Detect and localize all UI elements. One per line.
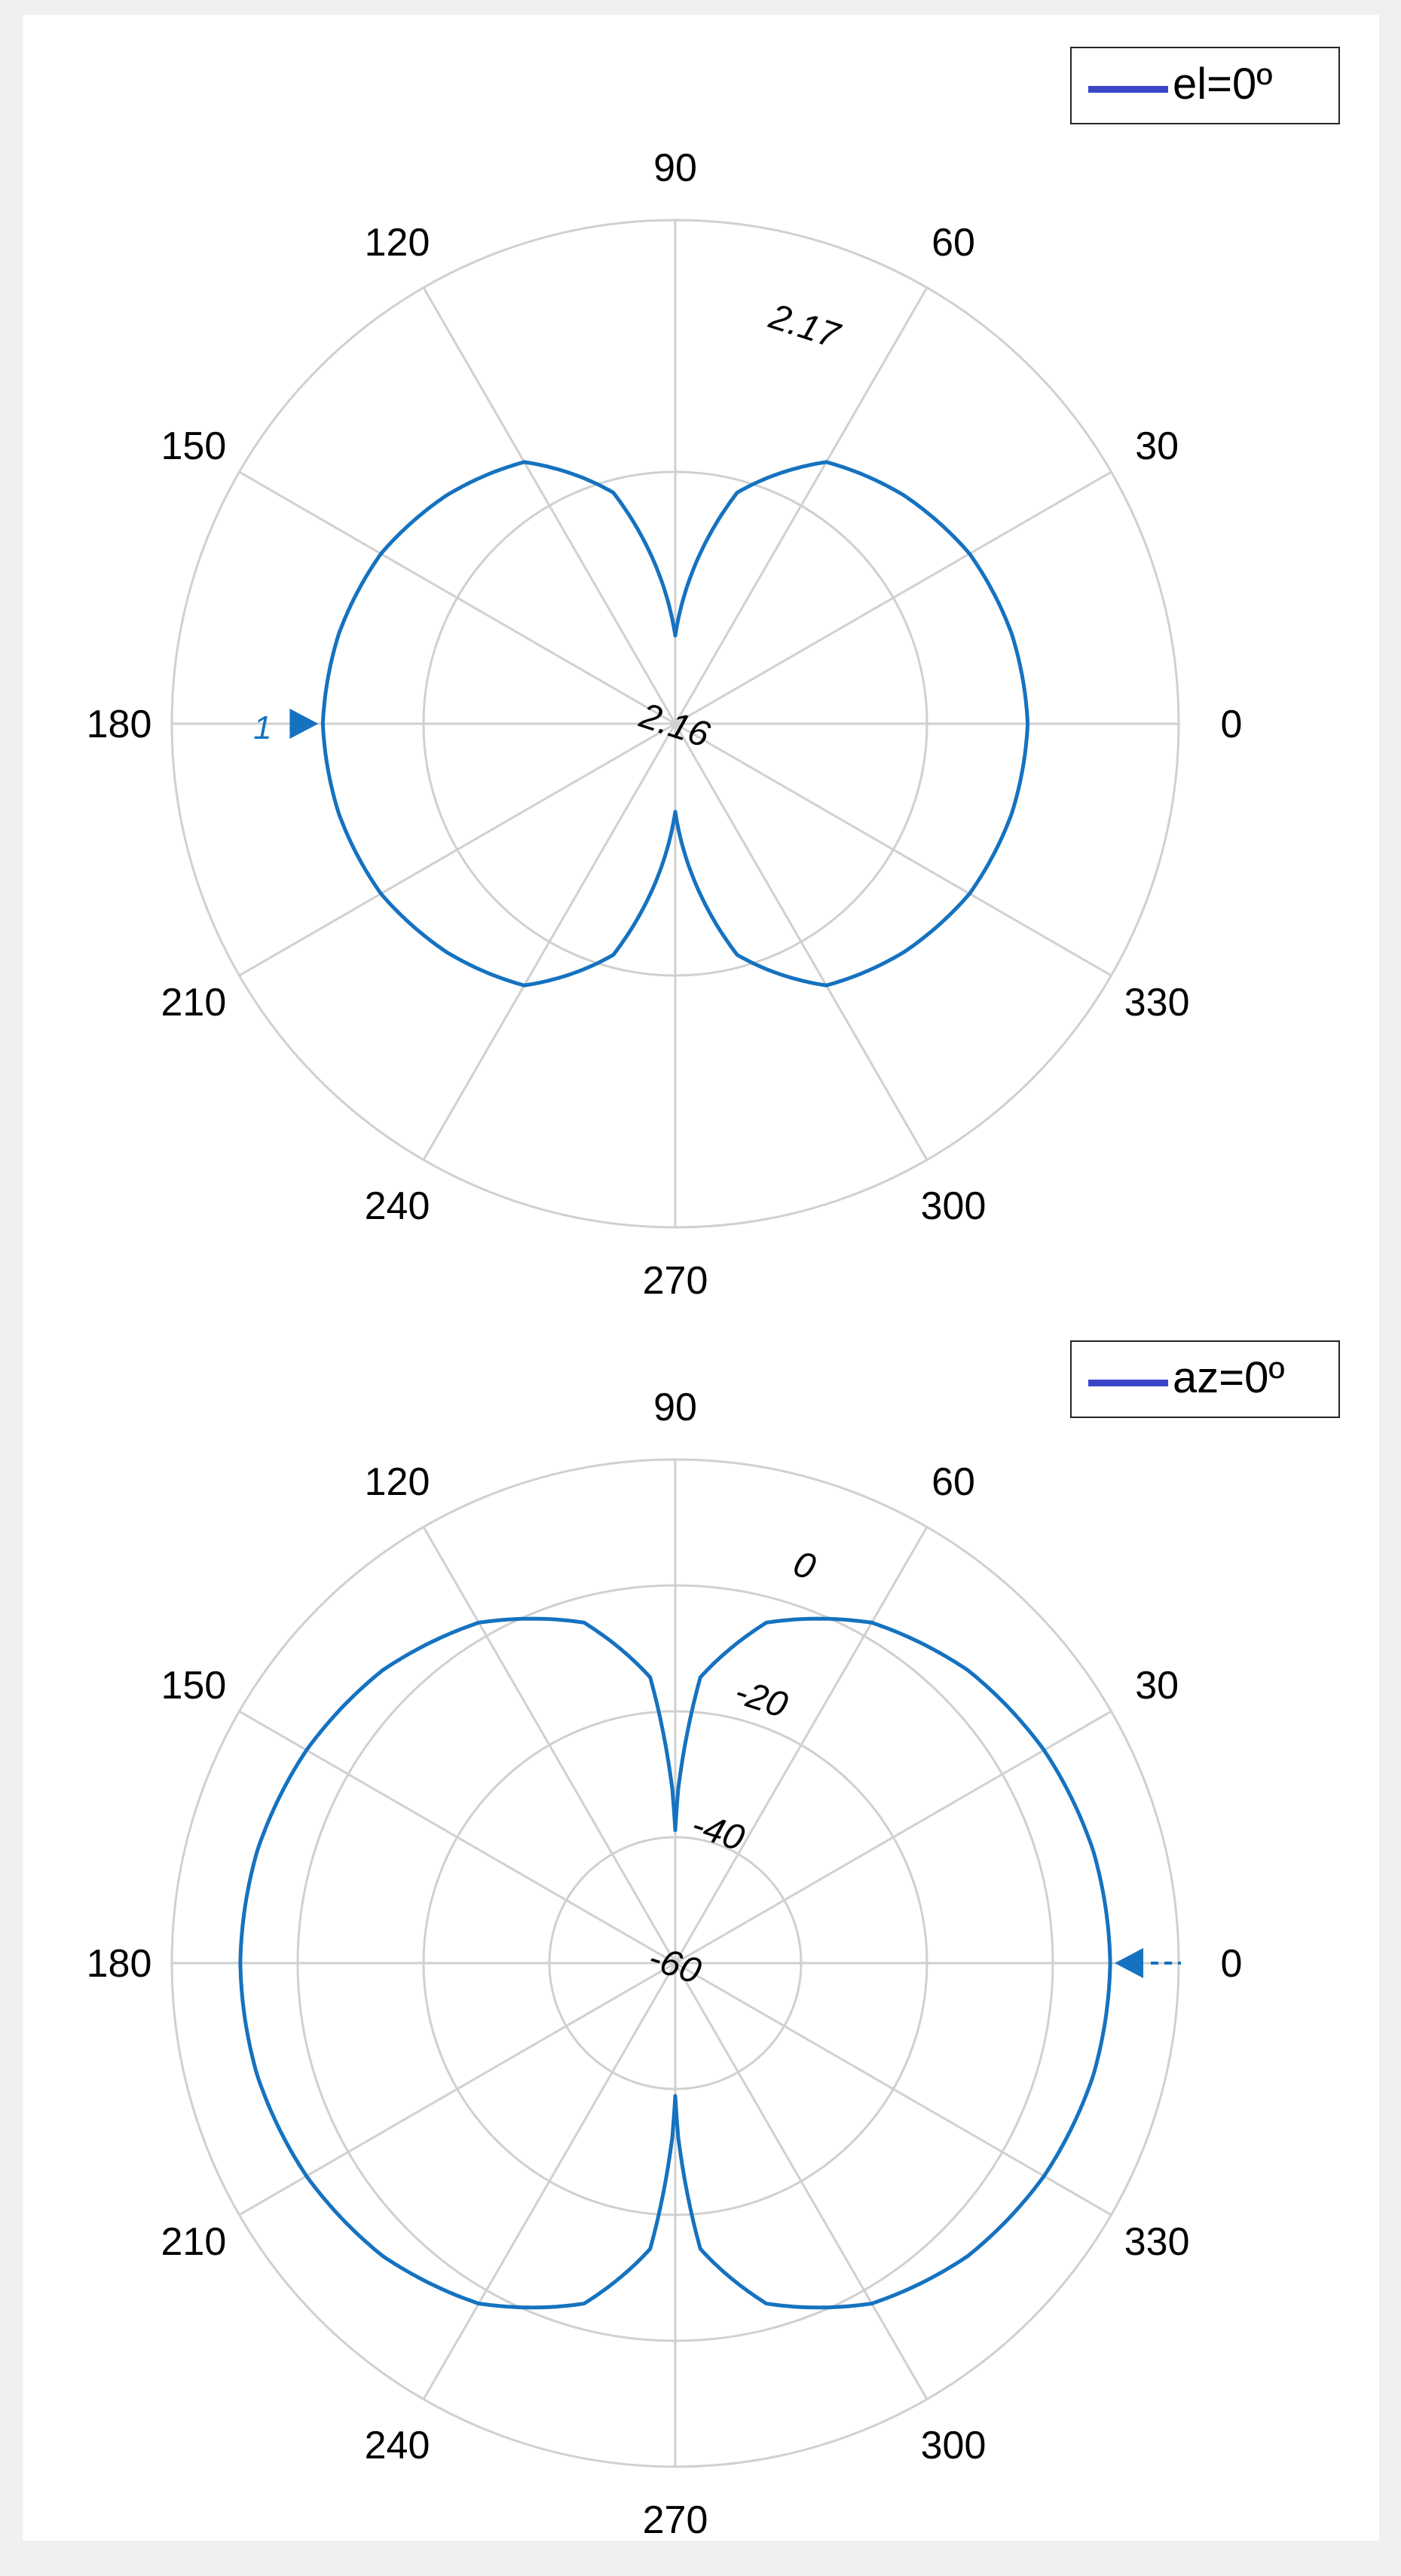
theta-tick-label: 210	[161, 981, 226, 1025]
series-trace	[238, 1616, 1112, 2310]
legend-label-bottom: az=0º	[1173, 1353, 1285, 1402]
theta-tick-label: 330	[1124, 2220, 1190, 2264]
polar-grid-spoke	[674, 722, 1112, 977]
theta-tick-label: 270	[643, 2498, 708, 2542]
theta-tick-label: 60	[931, 221, 975, 265]
polar-grid-spoke	[238, 470, 676, 725]
legend-line-icon	[1088, 86, 1168, 93]
legend-label-top: el=0º	[1173, 60, 1273, 109]
legend-bottom[interactable]: az=0º	[1070, 1340, 1340, 1418]
theta-tick-label: 150	[161, 1664, 226, 1708]
polar-grid-spoke	[238, 1962, 676, 2216]
polar-grid-spoke	[674, 1710, 1112, 1965]
theta-tick-label: 0	[1221, 1942, 1243, 1986]
theta-tick-label: 0	[1221, 703, 1243, 746]
theta-tick-label: 150	[161, 424, 226, 468]
polar-grid-spoke	[238, 1710, 676, 1965]
theta-tick-label: 30	[1135, 1664, 1179, 1708]
polar-grid-spoke	[422, 286, 677, 724]
theta-tick-label: 180	[87, 703, 152, 746]
series-trace	[320, 460, 1030, 988]
polar-grid-spoke	[422, 723, 677, 1161]
polar-grid-spoke	[674, 723, 928, 1161]
theta-tick-label: 330	[1124, 981, 1190, 1025]
peak-marker	[289, 709, 319, 739]
theta-tick-label: 300	[921, 2424, 987, 2467]
legend-top[interactable]: el=0º	[1070, 47, 1340, 124]
peak-marker-label: 1	[253, 709, 271, 746]
theta-tick-label: 240	[365, 2424, 430, 2467]
theta-tick-label: 300	[921, 1184, 987, 1228]
polar-grid-spoke	[674, 1962, 928, 2400]
theta-tick-label: 90	[653, 146, 697, 190]
theta-tick-label: 210	[161, 2220, 226, 2264]
theta-tick-label: 90	[653, 1386, 697, 1429]
polar-grid-spoke	[674, 470, 1112, 725]
theta-tick-label: 120	[365, 1460, 430, 1504]
theta-tick-label: 270	[643, 1259, 708, 1303]
polar-grid-spoke	[674, 286, 928, 724]
theta-tick-label: 30	[1135, 424, 1179, 468]
polar-grid-spoke	[422, 1962, 677, 2400]
legend-line-icon	[1088, 1380, 1168, 1386]
polar-plot-2: 0306090120150180210240270300330-60-40-20…	[87, 1386, 1243, 2542]
polar-grid-spoke	[674, 1962, 1112, 2216]
theta-tick-label: 60	[931, 1460, 975, 1504]
peak-marker	[1115, 1948, 1144, 1978]
theta-tick-label: 240	[365, 1184, 430, 1228]
theta-tick-label: 180	[87, 1942, 152, 1986]
polar-grid-spoke	[422, 1526, 677, 1964]
polar-grid-spoke	[674, 1526, 928, 1964]
polar-grid-spoke	[238, 722, 676, 977]
theta-tick-label: 120	[365, 221, 430, 265]
